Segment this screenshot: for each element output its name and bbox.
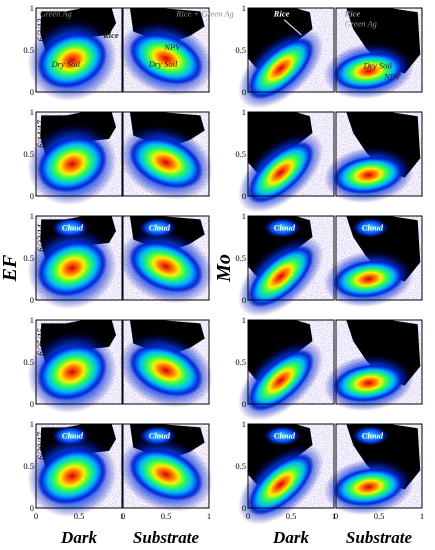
panel-mo-substrate-row-4 [323,423,423,516]
panel-mo-dark-row-2 [238,215,335,317]
annotation-arrow [283,19,302,36]
annotation-label: NPV [163,42,182,52]
row-date-label: 6/14/17 [248,120,258,148]
xtick-label: 1 [420,511,424,521]
panel-mo-dark-row-3 [238,319,335,421]
panel-mo-dark-row-0 [238,7,335,109]
ytick-label: 0.5 [235,45,246,55]
ytick-label: 0 [30,503,34,513]
ytick-label: 0 [30,399,34,409]
xtick-label: 0 [246,511,250,521]
y-axis-label: Mo [213,254,235,283]
panel-ef-dark-row-3 [27,319,123,414]
row-date-label: 6/25/15 [248,328,258,356]
annotation-label: Cloud [362,222,384,232]
annotation-label: Green Ag [39,8,71,18]
ytick-label: 0 [242,191,246,201]
row-date-label: 6/14/17 [36,120,46,148]
ytick-label: 0.5 [23,461,34,471]
annotation-label: Green Ag [345,18,377,28]
row-date-label: 6/25/15 [36,328,46,356]
panel-ef-dark-row-1 [27,111,123,206]
row-date-label: 6/3/13 [248,18,258,42]
panel-mo-substrate-row-1 [323,111,423,204]
ytick-label: 0.5 [23,149,34,159]
ytick-label: 0 [30,295,34,305]
panel-ef-substrate-row-2 [119,215,213,304]
row-date-label: 6/30/17 [36,432,46,460]
ytick-label: 1 [30,3,34,13]
annotation-label: Cloud [149,222,171,232]
annotation-label: Cloud [274,430,296,440]
panel-ef-substrate-row-0 [119,7,213,96]
panel-mo-dark-row-4 [238,423,335,525]
xtick-label: 0 [121,511,125,521]
annotation-label: Dry Soil [50,59,80,69]
xtick-label: 1 [332,511,336,521]
annotation-label: Dry Soil [363,60,393,70]
ytick-label: 0.5 [23,45,34,55]
ytick-label: 1 [242,211,246,221]
annotation-label: Rice [273,8,290,18]
ytick-label: 0.5 [23,357,34,367]
annotation-label: Cloud [362,430,384,440]
xtick-label: 0 [334,511,338,521]
ytick-label: 0.5 [235,461,246,471]
ytick-label: 0 [242,399,246,409]
ytick-label: 0 [242,503,246,513]
annotation-label: Rice [344,8,361,18]
ytick-label: 0.5 [235,253,246,263]
xtick-label: 0 [34,511,38,521]
ytick-label: 0 [30,191,34,201]
ytick-label: 1 [30,107,34,117]
ytick-label: 1 [242,3,246,13]
ytick-label: 0.5 [235,149,246,159]
annotation-label: NPV [383,71,402,81]
xtick-label: 0.5 [286,511,297,521]
xtick-label: 1 [207,511,211,521]
annotation-label: Dry Soil [148,59,178,69]
annotation-label: Cloud [274,222,296,232]
ytick-label: 0.5 [235,357,246,367]
y-axis-label: EF [0,254,21,282]
ytick-label: 0 [242,87,246,97]
column-axis-label: Substrate [133,528,200,547]
column-axis-label: Substrate [346,528,413,547]
column-axis-label: Dark [272,528,309,547]
panel-ef-dark-row-2 [27,215,123,310]
row-date-label: 6/3/13 [36,18,46,42]
ytick-label: 0 [242,295,246,305]
ytick-label: 1 [30,419,34,429]
annotation-label: Rice [102,30,119,40]
xtick-label: 0.5 [74,511,85,521]
annotation-label: Cloud [149,430,171,440]
panel-mo-substrate-row-0 [323,7,423,100]
ytick-label: 1 [30,315,34,325]
ytick-label: 0.5 [23,253,34,263]
ytick-label: 0 [30,87,34,97]
xtick-label: 0.5 [161,511,172,521]
panel-ef-substrate-row-1 [119,111,213,200]
annotation-label: Cloud [62,222,84,232]
panel-ef-dark-row-4 [27,423,123,518]
ytick-label: 1 [242,107,246,117]
xtick-label: 0.5 [374,511,385,521]
panel-ef-substrate-row-4 [119,423,213,512]
column-axis-label: Dark [60,528,97,547]
panel-mo-substrate-row-2 [323,215,423,308]
xtick-label: 1 [120,511,124,521]
row-date-label: 6/22/14 [36,224,46,252]
ytick-label: 1 [242,419,246,429]
row-date-label: 6/22/14 [248,224,258,252]
panel-mo-substrate-row-3 [323,319,423,412]
panel-ef-substrate-row-3 [119,319,213,408]
panel-mo-dark-row-1 [238,111,335,213]
row-date-label: 6/30/17 [248,432,258,460]
annotation-label: Cloud [62,430,84,440]
annotation-label: Rice + Green Ag [175,8,233,18]
ytick-label: 1 [242,315,246,325]
ytick-label: 1 [30,211,34,221]
